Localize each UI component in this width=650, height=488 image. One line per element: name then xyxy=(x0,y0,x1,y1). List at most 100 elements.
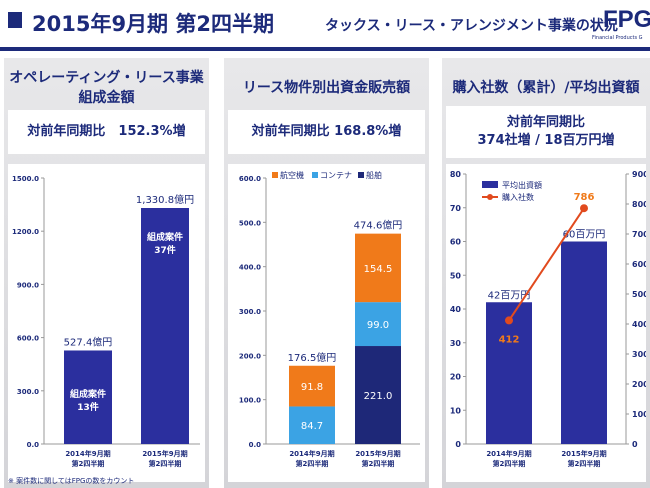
chart-box: 0.0 100.0 200.0 300.0 400.0 500.0 600.0 航空機 コンテナ… xyxy=(228,164,425,482)
x-tick-label: 第2四半期 xyxy=(568,459,601,468)
y-tick-label: 600.0 xyxy=(17,335,39,343)
page-header: 2015年9月期 第2四半期 タックス・リース・アレンジメント事業の状況 FPG… xyxy=(0,0,650,51)
legend-label: コンテナ xyxy=(320,171,352,180)
chart-operating-lease: 0.0300.0600.0900.01200.01500.0527.4億円組成案… xyxy=(12,175,200,468)
bar xyxy=(561,241,607,444)
y-tick-label-left: 30 xyxy=(450,339,462,348)
company-logo-subtext: Financial Products G xyxy=(592,35,643,41)
panel-title: オペレーティング・リース事業 組成金額 xyxy=(4,68,209,108)
page-subtitle: タックス・リース・アレンジメント事業の状況 xyxy=(325,18,618,34)
y-tick-label-right: 900 xyxy=(632,170,646,179)
panel-title-line: オペレーティング・リース事業 xyxy=(9,70,204,86)
series-line xyxy=(508,207,585,321)
line-point xyxy=(580,204,588,213)
y-tick-label-left: 70 xyxy=(450,204,462,213)
y-tick-label-left: 40 xyxy=(450,305,462,314)
chart-investors: 0102030405060708001002003004005006007008… xyxy=(450,170,646,468)
y-tick-label-left: 20 xyxy=(450,373,462,382)
y-tick-label-right: 500 xyxy=(632,290,646,299)
legend-marker xyxy=(487,194,493,200)
stat-box: 対前年同期比 168.8%増 xyxy=(228,110,425,154)
y-tick-label: 200.0 xyxy=(239,352,261,360)
y-tick-label-right: 700 xyxy=(632,230,646,239)
panel-sales-by-asset: リース物件別出資金販売額 対前年同期比 168.8%増 0.0 100.0 200.… xyxy=(224,58,429,488)
x-tick-label: 第2四半期 xyxy=(72,459,105,468)
chart-sales-by-asset: 0.0 100.0 200.0 300.0 400.0 500.0 600.0 航空機 コンテナ… xyxy=(239,170,420,468)
x-tick-label: 第2四半期 xyxy=(493,459,526,468)
x-tick-label: 2015年9月期 xyxy=(561,449,606,458)
data-label: 1,330.8億円 xyxy=(136,193,194,206)
panel-operating-lease: オペレーティング・リース事業 組成金額 対前年同期比 152.3%増 0.0 30… xyxy=(4,58,209,488)
y-tick-label-left: 60 xyxy=(450,238,462,247)
y-tick-label: 300.0 xyxy=(17,388,39,396)
bar-segment xyxy=(289,365,335,407)
y-tick-label-right: 800 xyxy=(632,200,646,209)
y-tick-label: 0.0 xyxy=(27,441,40,449)
x-tick-label: 2014年9月期 xyxy=(65,449,110,458)
stat-text: 対前年同期比 168.8%増 xyxy=(228,123,425,141)
title-bullet-icon xyxy=(8,12,22,28)
y-tick-label: 1200.0 xyxy=(12,228,39,236)
bar-inner-label: 組成案件 xyxy=(70,388,106,400)
x-tick-label: 2014年9月期 xyxy=(289,449,334,458)
stat-text: 対前年同期比 374社増 / 18百万円増 xyxy=(446,114,646,150)
line-label: 786 xyxy=(574,192,595,203)
data-label: 474.6億円 xyxy=(354,219,403,232)
stat-line: 対前年同期比 168.8%増 xyxy=(251,124,402,139)
stat-box: 対前年同期比 374社増 / 18百万円増 xyxy=(446,106,646,158)
y-tick-label-right: 300 xyxy=(632,350,646,359)
x-tick-label: 第2四半期 xyxy=(362,459,395,468)
x-tick-label: 2014年9月期 xyxy=(486,449,531,458)
stat-line: 対前年同期比 xyxy=(506,115,585,130)
bar-inner-label: 組成案件 xyxy=(147,231,183,243)
data-label: 527.4億円 xyxy=(64,335,113,348)
y-tick-label: 1500.0 xyxy=(12,175,39,183)
segment-label: 91.8 xyxy=(301,382,323,393)
y-tick-label-left: 80 xyxy=(450,170,462,179)
legend-label: 平均出資額 xyxy=(502,180,542,190)
chart-box: 0.0 300.0 600.0 900.0 1200.0 1500.0 527.4億円 組成案… xyxy=(8,164,205,482)
y-tick-label: 500.0 xyxy=(239,219,261,227)
legend-swatch xyxy=(312,172,318,178)
panel-title-line: 組成金額 xyxy=(78,90,135,106)
bar-segment xyxy=(355,233,401,303)
legend-label: 航空機 xyxy=(280,170,304,180)
page-title: 2015年9月期 第2四半期 xyxy=(32,12,274,36)
x-tick-label: 2015年9月期 xyxy=(355,449,400,458)
legend-label: 船舶 xyxy=(366,170,382,180)
y-tick-label-right: 0 xyxy=(632,440,638,449)
segment-label: 99.0 xyxy=(367,320,389,331)
segment-label: 84.7 xyxy=(301,421,323,432)
company-logo: FPG xyxy=(603,6,650,33)
y-tick-label: 600.0 xyxy=(239,175,261,183)
legend-swatch-bar xyxy=(482,181,498,188)
y-tick-label-left: 0 xyxy=(455,440,461,449)
y-tick-label: 300.0 xyxy=(239,308,261,316)
bar xyxy=(141,208,189,444)
data-label: 60百万円 xyxy=(563,229,606,241)
panel-title-line: リース物件別出資金販売額 xyxy=(242,80,411,96)
panel-title: リース物件別出資金販売額 xyxy=(224,78,429,98)
stat-line: 374社増 / 18百万円増 xyxy=(477,133,615,148)
bar-segment xyxy=(289,406,335,444)
bar-segment xyxy=(355,302,401,347)
panel-investors: 購入社数（累計）/平均出資額 対前年同期比 374社増 / 18百万円増 0 10… xyxy=(442,58,650,488)
y-tick-label-right: 200 xyxy=(632,380,646,389)
y-tick-label: 400.0 xyxy=(239,264,261,272)
line-point xyxy=(505,316,513,325)
legend-swatch xyxy=(358,172,364,178)
data-label: 42百万円 xyxy=(488,289,531,301)
y-tick-label-right: 100 xyxy=(632,410,646,419)
y-tick-label-right: 400 xyxy=(632,320,646,329)
y-tick-label-left: 10 xyxy=(450,406,462,415)
data-label: 176.5億円 xyxy=(288,351,337,364)
stat-line: 対前年同期比 152.3%増 xyxy=(27,124,186,139)
stat-text: 対前年同期比 152.3%増 xyxy=(8,123,205,141)
bar xyxy=(486,302,532,444)
segment-label: 154.5 xyxy=(364,264,393,275)
y-tick-label: 0.0 xyxy=(249,441,262,449)
x-tick-label: 第2四半期 xyxy=(296,459,329,468)
legend-label: 購入社数 xyxy=(502,192,534,202)
panel-title: 購入社数（累計）/平均出資額 xyxy=(442,78,650,98)
y-tick-label: 100.0 xyxy=(239,397,261,405)
